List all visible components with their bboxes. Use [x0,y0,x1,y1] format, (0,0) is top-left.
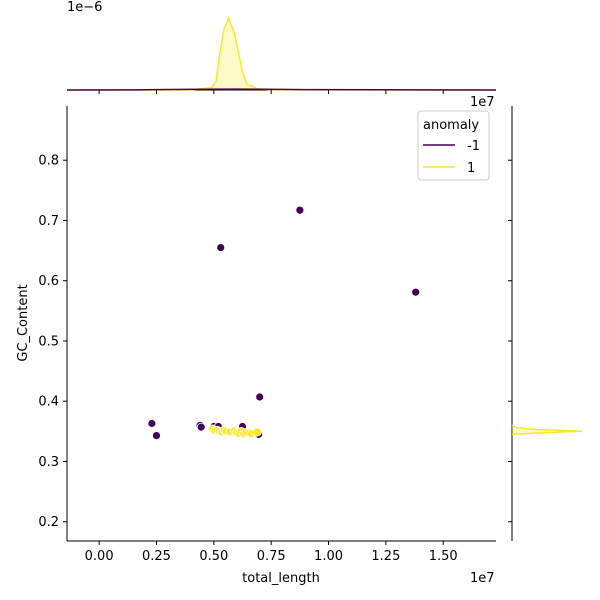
y-axis-label: GC_Content [16,284,31,361]
x-axis-label: total_length [242,571,320,586]
x-axis-offset-label: 1e7 [470,571,495,586]
y-tick-label: 0.7 [38,214,59,229]
y-tick-label: 0.8 [38,154,59,169]
right-marginal-offset-label: 1e7 [470,95,495,110]
y-tick-label: 0.3 [38,455,59,470]
legend-label-minus1: -1 [467,139,480,154]
x-tick-label: 0.25 [142,549,171,564]
anomaly-point [411,287,421,297]
top-kde-line [66,88,497,91]
legend-title: anomaly [423,118,479,133]
top-marginal-kde [66,15,497,91]
anomaly-point [196,422,206,432]
x-tick-label: 1.50 [429,549,458,564]
right-marginal-kde [511,106,583,541]
right-kde-line [511,424,583,436]
scatter-points [147,205,421,440]
anomaly-point [295,205,305,215]
legend-label-1: 1 [467,161,475,176]
normal-point [253,427,262,437]
anomaly-point [255,392,265,402]
y-tick-label: 0.4 [38,395,59,410]
y-tick-label: 0.2 [38,515,59,530]
main-scatter-axes [66,106,496,542]
top-marginal-offset-label: 1e−6 [67,0,102,15]
x-tick-label: 1.25 [371,549,400,564]
y-axis-ticks: 0.2 0.3 0.4 0.5 0.6 0.7 0.8 [38,154,512,530]
legend: anomaly -1 1 [417,110,490,181]
x-tick-label: 0.75 [257,549,286,564]
x-axis-ticks: 0.00 0.25 0.50 0.75 1.00 1.25 1.50 [85,90,458,564]
x-tick-label: 0.00 [85,549,114,564]
x-tick-label: 0.50 [199,549,228,564]
top-kde-fill [67,18,496,90]
anomaly-point [152,431,161,440]
right-kde-fill [512,425,582,435]
anomaly-point [147,419,157,428]
x-tick-label: 1.00 [314,549,343,564]
y-tick-label: 0.5 [38,334,59,349]
anomaly-point [216,243,226,252]
y-tick-label: 0.6 [38,274,59,289]
top-kde-line [66,15,497,91]
